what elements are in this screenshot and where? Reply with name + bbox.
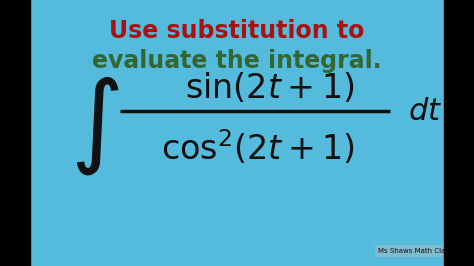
Bar xyxy=(0,0,30,266)
Bar xyxy=(444,0,474,266)
Text: $\mathit{dt}$: $\mathit{dt}$ xyxy=(408,97,442,126)
Text: Ms Shaws Math Class: Ms Shaws Math Class xyxy=(378,248,452,254)
Text: $\mathrm{sin}(2\mathit{t}+1)$: $\mathrm{sin}(2\mathit{t}+1)$ xyxy=(185,71,355,105)
Text: $\mathrm{cos}^2(2\mathit{t}+1)$: $\mathrm{cos}^2(2\mathit{t}+1)$ xyxy=(161,128,355,167)
Text: evaluate the integral.: evaluate the integral. xyxy=(92,49,382,73)
Text: $\int$: $\int$ xyxy=(70,74,120,177)
Text: Use substitution to: Use substitution to xyxy=(109,19,365,43)
